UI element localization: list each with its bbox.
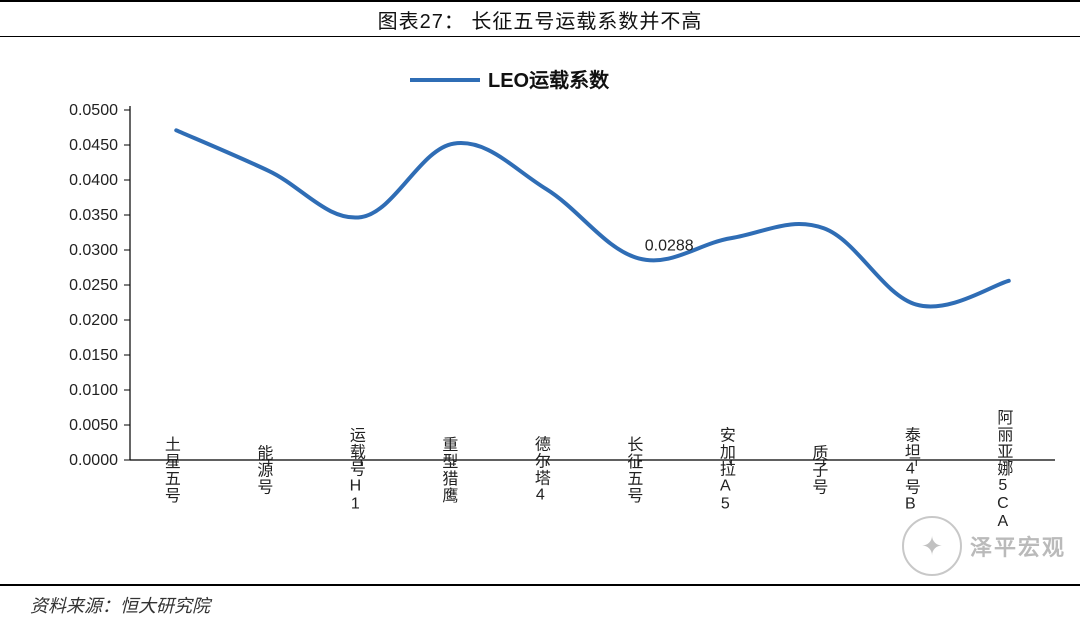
x-category-label: 长征五号 (624, 436, 643, 504)
x-category-label: 质子号 (809, 445, 828, 496)
x-category-label: 阿丽亚娜5CA (994, 409, 1013, 531)
series-line (176, 130, 1009, 306)
source-bar: 资料来源：恒大研究院 (0, 584, 1080, 624)
x-category-label: 土星五号 (162, 436, 181, 504)
x-category-label: 安加拉A5 (717, 427, 736, 514)
y-tick-label: 0.0400 (69, 172, 118, 189)
x-category-label: 能源号 (254, 445, 273, 496)
line-chart: 0.0000 0.0050 0.0100 0.0150 0.0200 0.0250 0.03… (0, 40, 1080, 580)
data-annotation: 0.0288 (645, 237, 694, 254)
y-tick-label: 0.0300 (69, 242, 118, 259)
y-tick-label: 0.0100 (69, 382, 118, 399)
y-tick-label: 0.0450 (69, 137, 118, 154)
y-tick-label: 0.0500 (69, 102, 118, 119)
chart-figure: 图表27： 长征五号运载系数并不高 0.0000 0.0050 0.0100 0.01… (0, 0, 1080, 624)
y-tick-label: 0.0350 (69, 207, 118, 224)
x-category-label: 泰坦4号B (902, 427, 921, 514)
x-category-label: 德尔塔4 (532, 436, 551, 505)
y-tick-label: 0.0150 (69, 347, 118, 364)
legend: LEO运载系数 (410, 68, 610, 92)
title-bar: 图表27： 长征五号运载系数并不高 (0, 0, 1080, 37)
watermark-icon: ✦ (902, 516, 962, 576)
watermark-text: 泽平宏观 (970, 530, 1066, 562)
x-category-label: 重型猎鹰 (439, 436, 458, 504)
watermark: ✦ 泽平宏观 (902, 516, 1066, 576)
legend-label: LEO运载系数 (488, 68, 610, 92)
chart-title: 图表27： 长征五号运载系数并不高 (378, 5, 703, 34)
y-tick-label: 0.0050 (69, 417, 118, 434)
y-tick-label: 0.0000 (69, 452, 118, 469)
y-tick-label: 0.0200 (69, 312, 118, 329)
source-text: 资料来源：恒大研究院 (30, 592, 210, 618)
y-tick-label: 0.0250 (69, 277, 118, 294)
x-category-label: 运载号H1 (347, 427, 366, 514)
